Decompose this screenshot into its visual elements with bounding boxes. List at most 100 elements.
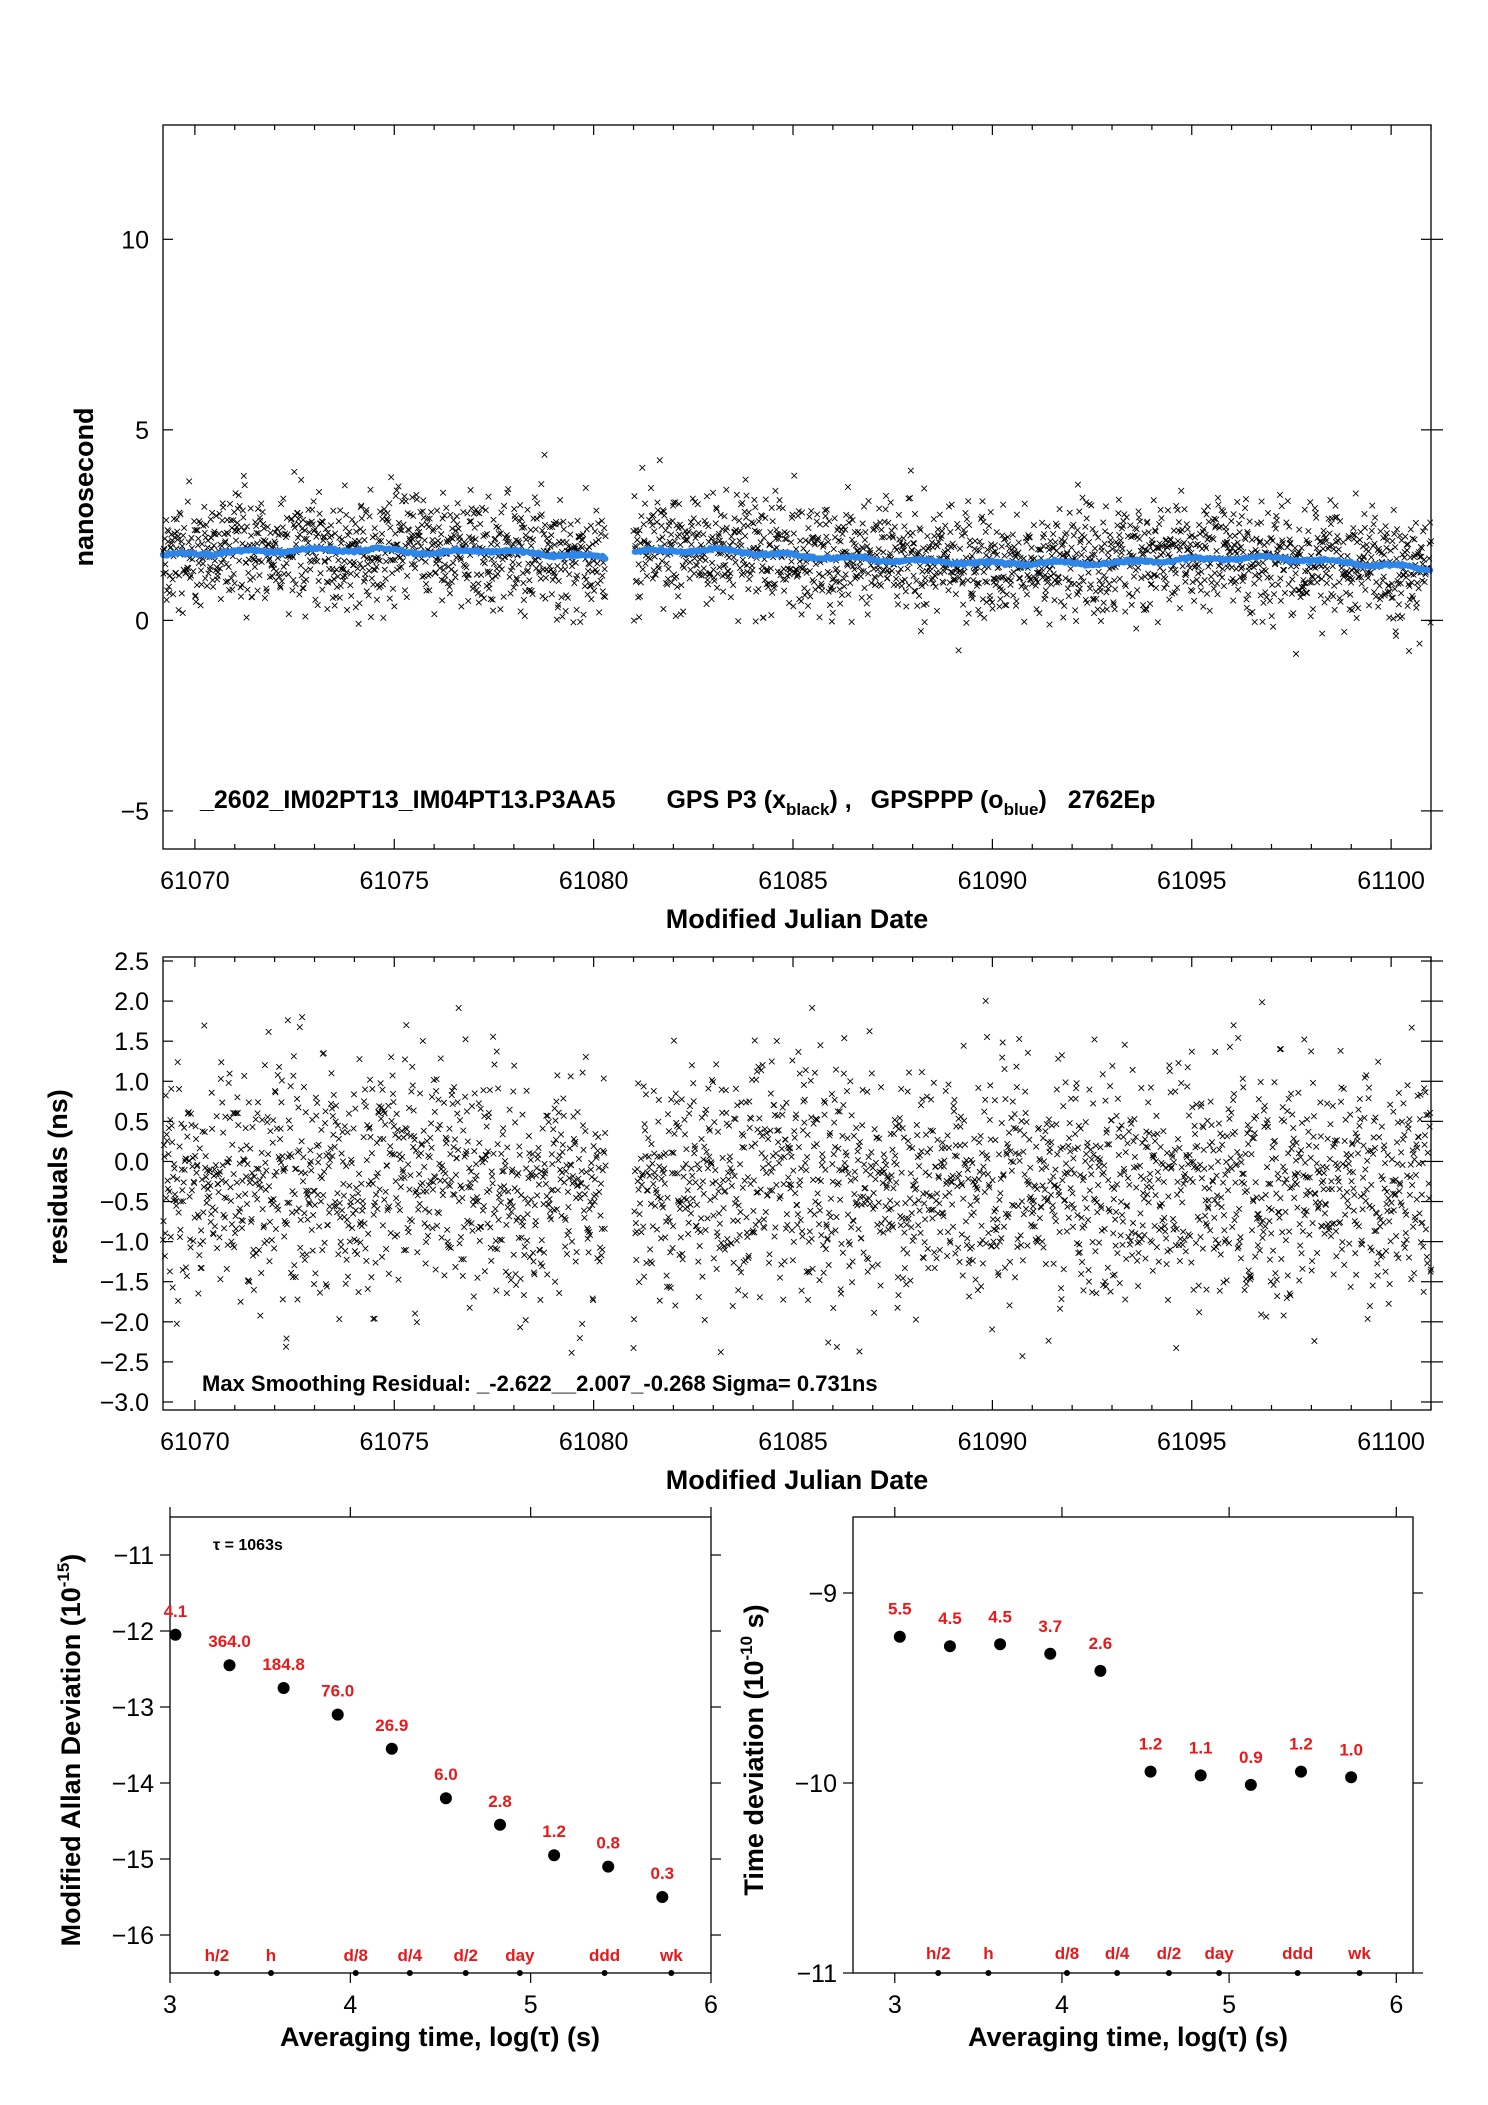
p3-x-marker	[176, 509, 183, 516]
x-stroke	[165, 528, 172, 535]
x-stroke	[194, 542, 202, 549]
p3-x-marker	[210, 542, 218, 549]
p3-x-marker	[248, 594, 256, 601]
p3-x-marker	[209, 583, 217, 590]
p3-x-marker	[166, 572, 174, 579]
x-stroke	[228, 575, 235, 582]
p3-x-marker	[185, 539, 192, 546]
x-stroke	[243, 614, 250, 621]
p3-x-marker	[208, 545, 215, 552]
p3-x-marker	[254, 505, 262, 512]
x-stroke	[244, 586, 251, 593]
x-stroke	[248, 594, 256, 601]
x-stroke	[197, 567, 205, 574]
p3-x-marker	[190, 568, 197, 575]
p3-x-marker	[214, 569, 222, 576]
x-stroke	[265, 541, 272, 548]
p3-x-marker	[197, 602, 204, 609]
p3-x-marker	[213, 512, 220, 519]
p3-x-marker	[199, 560, 207, 567]
p3-x-marker	[255, 530, 262, 537]
x-stroke	[195, 535, 202, 542]
x-stroke	[253, 540, 261, 547]
x-stroke	[234, 505, 241, 512]
x-stroke	[260, 537, 267, 544]
x-stroke	[232, 537, 240, 544]
x-stroke	[238, 524, 245, 531]
p3-x-marker	[201, 503, 208, 510]
x-stroke	[232, 490, 239, 497]
p3-x-marker	[226, 500, 234, 508]
p3-x-marker	[172, 569, 179, 577]
x-stroke	[266, 573, 274, 581]
x-stroke	[179, 543, 186, 550]
x-stroke	[204, 537, 212, 544]
p3-x-marker	[178, 590, 185, 597]
x-stroke	[184, 498, 191, 505]
x-stroke	[189, 556, 196, 563]
p3-x-marker	[216, 565, 224, 572]
x-stroke	[248, 532, 255, 539]
p3-x-marker	[209, 509, 216, 517]
x-stroke	[231, 580, 238, 587]
p3-x-marker	[232, 490, 239, 497]
x-stroke	[203, 521, 210, 529]
x-stroke	[208, 545, 215, 552]
x-stroke	[240, 472, 247, 480]
x-stroke	[170, 515, 178, 523]
p3-x-marker	[234, 505, 241, 512]
x-stroke	[201, 503, 208, 510]
p3-x-marker	[228, 575, 235, 582]
p3-x-marker	[254, 587, 261, 594]
x-stroke	[202, 575, 209, 582]
x-stroke	[253, 522, 260, 530]
x-stroke	[209, 583, 217, 590]
x-stroke	[258, 558, 265, 565]
x-stroke	[254, 587, 261, 594]
p3-x-marker	[180, 532, 187, 539]
x-stroke	[207, 563, 214, 571]
x-stroke	[199, 560, 207, 567]
x-stroke	[256, 572, 263, 579]
p3-x-marker	[191, 518, 198, 525]
x-stroke	[163, 516, 170, 524]
p3-x-marker	[228, 524, 235, 532]
x-stroke	[218, 559, 225, 566]
p3-x-marker	[218, 559, 225, 566]
p3-x-marker	[195, 535, 202, 542]
x-stroke	[193, 581, 201, 589]
p3-x-marker	[261, 594, 269, 602]
x-stroke	[169, 576, 176, 583]
x-stroke	[219, 517, 226, 524]
x-stroke	[169, 591, 177, 598]
x-stroke	[175, 607, 182, 614]
x-stroke	[229, 553, 236, 560]
x-stroke	[224, 516, 231, 523]
x-stroke	[260, 525, 268, 532]
x-stroke	[180, 532, 187, 539]
x-stroke	[164, 538, 172, 545]
x-stroke	[165, 583, 173, 590]
x-stroke	[197, 520, 204, 527]
p3-x-marker	[215, 530, 223, 537]
p3-x-marker	[241, 527, 248, 534]
x-stroke	[179, 609, 186, 617]
x-stroke	[230, 517, 237, 524]
p3-x-marker	[253, 522, 260, 530]
x-stroke	[265, 540, 272, 547]
p3-x-marker	[232, 537, 240, 544]
p3-x-marker	[236, 557, 243, 564]
p3-x-marker	[198, 581, 205, 588]
p3-x-marker	[175, 607, 182, 614]
p3-x-marker	[197, 520, 204, 527]
p3-x-marker	[253, 529, 260, 537]
p3-x-marker	[238, 581, 246, 588]
p3-x-marker	[220, 504, 227, 511]
x-stroke	[251, 556, 258, 563]
p3-x-marker	[226, 542, 233, 549]
x-stroke	[168, 539, 175, 547]
p3-x-marker	[266, 555, 273, 562]
p3-x-marker	[165, 583, 173, 590]
x-stroke	[238, 581, 246, 588]
